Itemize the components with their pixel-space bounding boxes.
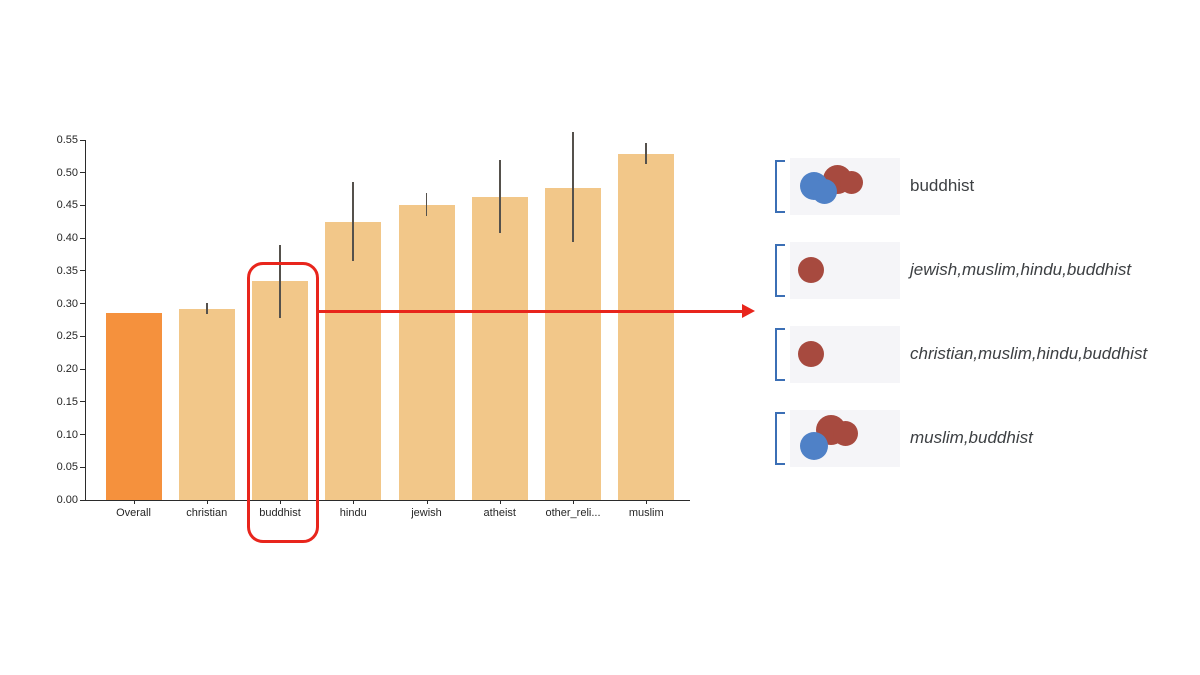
y-tick-mark xyxy=(80,368,85,370)
y-tick-label: 0.35 xyxy=(56,264,78,277)
y-tick-mark xyxy=(80,499,85,501)
x-tick-label: muslim xyxy=(628,507,664,519)
red-dot xyxy=(840,171,863,194)
image-thumbnail xyxy=(790,410,900,467)
error-bar xyxy=(279,245,281,319)
y-tick-mark xyxy=(80,401,85,403)
row-label: buddhist xyxy=(910,176,975,195)
x-tick-label: other_reli... xyxy=(545,507,601,519)
y-tick-label: 0.25 xyxy=(56,330,78,343)
y-tick-mark xyxy=(80,139,85,141)
y-tick-mark xyxy=(80,466,85,468)
x-tick-mark xyxy=(353,500,355,504)
x-tick-mark xyxy=(499,500,501,504)
x-tick-label: atheist xyxy=(483,507,516,519)
error-bar xyxy=(572,132,574,243)
y-tick-label: 0.05 xyxy=(56,461,78,474)
y-tick-mark xyxy=(80,270,85,272)
x-axis-line xyxy=(85,500,690,501)
x-tick-label: hindu xyxy=(339,507,367,519)
panel-row: buddhist xyxy=(775,158,1195,215)
x-tick-label: buddhist xyxy=(259,507,301,519)
bar xyxy=(471,196,528,500)
y-tick-mark xyxy=(80,303,85,305)
error-bar xyxy=(352,181,355,262)
x-tick-mark xyxy=(206,500,208,504)
x-tick-label: Overall xyxy=(116,507,151,519)
y-tick-label: 0.45 xyxy=(56,199,78,212)
bar xyxy=(398,204,455,500)
y-tick-label: 0.20 xyxy=(56,363,78,376)
bar xyxy=(105,313,162,500)
y-tick-label: 0.10 xyxy=(56,428,78,441)
row-label: jewish,muslim,hindu,buddhist xyxy=(910,260,1132,279)
annotation-arrow-head xyxy=(742,304,755,318)
group-bracket xyxy=(775,244,785,297)
bar xyxy=(178,308,235,500)
y-tick-mark xyxy=(80,172,85,174)
group-bracket xyxy=(775,160,785,213)
y-tick-label: 0.50 xyxy=(56,166,78,179)
error-bar xyxy=(645,143,648,165)
row-label: muslim,buddhist xyxy=(910,428,1033,447)
error-bar xyxy=(425,193,428,216)
blue-dot xyxy=(800,432,828,460)
error-bar xyxy=(498,159,501,233)
y-tick-label: 0.00 xyxy=(56,494,78,506)
y-tick-mark xyxy=(80,237,85,239)
image-thumbnail xyxy=(790,242,900,299)
image-thumbnail xyxy=(790,158,900,215)
bar xyxy=(618,154,675,500)
x-tick-mark xyxy=(133,500,135,504)
bar xyxy=(325,221,382,500)
x-tick-mark xyxy=(573,500,574,504)
y-tick-label: 0.55 xyxy=(56,134,78,146)
row-label: christian,muslim,hindu,buddhist xyxy=(910,344,1148,363)
group-bracket xyxy=(775,412,785,465)
group-bracket xyxy=(775,328,785,381)
panel-row: jewish,muslim,hindu,buddhist xyxy=(775,242,1195,299)
blue-dot xyxy=(812,179,837,204)
x-tick-mark xyxy=(426,500,428,504)
y-axis-line xyxy=(85,140,86,500)
x-tick-label: christian xyxy=(186,507,228,519)
red-dot xyxy=(833,421,858,446)
annotation-arrow-line xyxy=(316,310,742,313)
error-bar xyxy=(205,302,208,315)
y-tick-label: 0.40 xyxy=(56,232,78,245)
y-tick-mark xyxy=(80,434,85,436)
image-thumbnail xyxy=(790,326,900,383)
panel-row: christian,muslim,hindu,buddhist xyxy=(775,326,1195,383)
x-tick-label: jewish xyxy=(411,507,442,519)
y-tick-label: 0.15 xyxy=(56,395,78,408)
y-tick-label: 0.30 xyxy=(56,297,78,310)
red-dot xyxy=(798,257,824,283)
x-tick-mark xyxy=(646,500,648,504)
panel-row: muslim,buddhist xyxy=(775,410,1195,467)
x-tick-mark xyxy=(280,500,281,504)
highlight-box xyxy=(247,262,319,543)
y-tick-mark xyxy=(80,204,85,206)
red-dot xyxy=(798,341,824,367)
y-tick-mark xyxy=(80,335,85,337)
